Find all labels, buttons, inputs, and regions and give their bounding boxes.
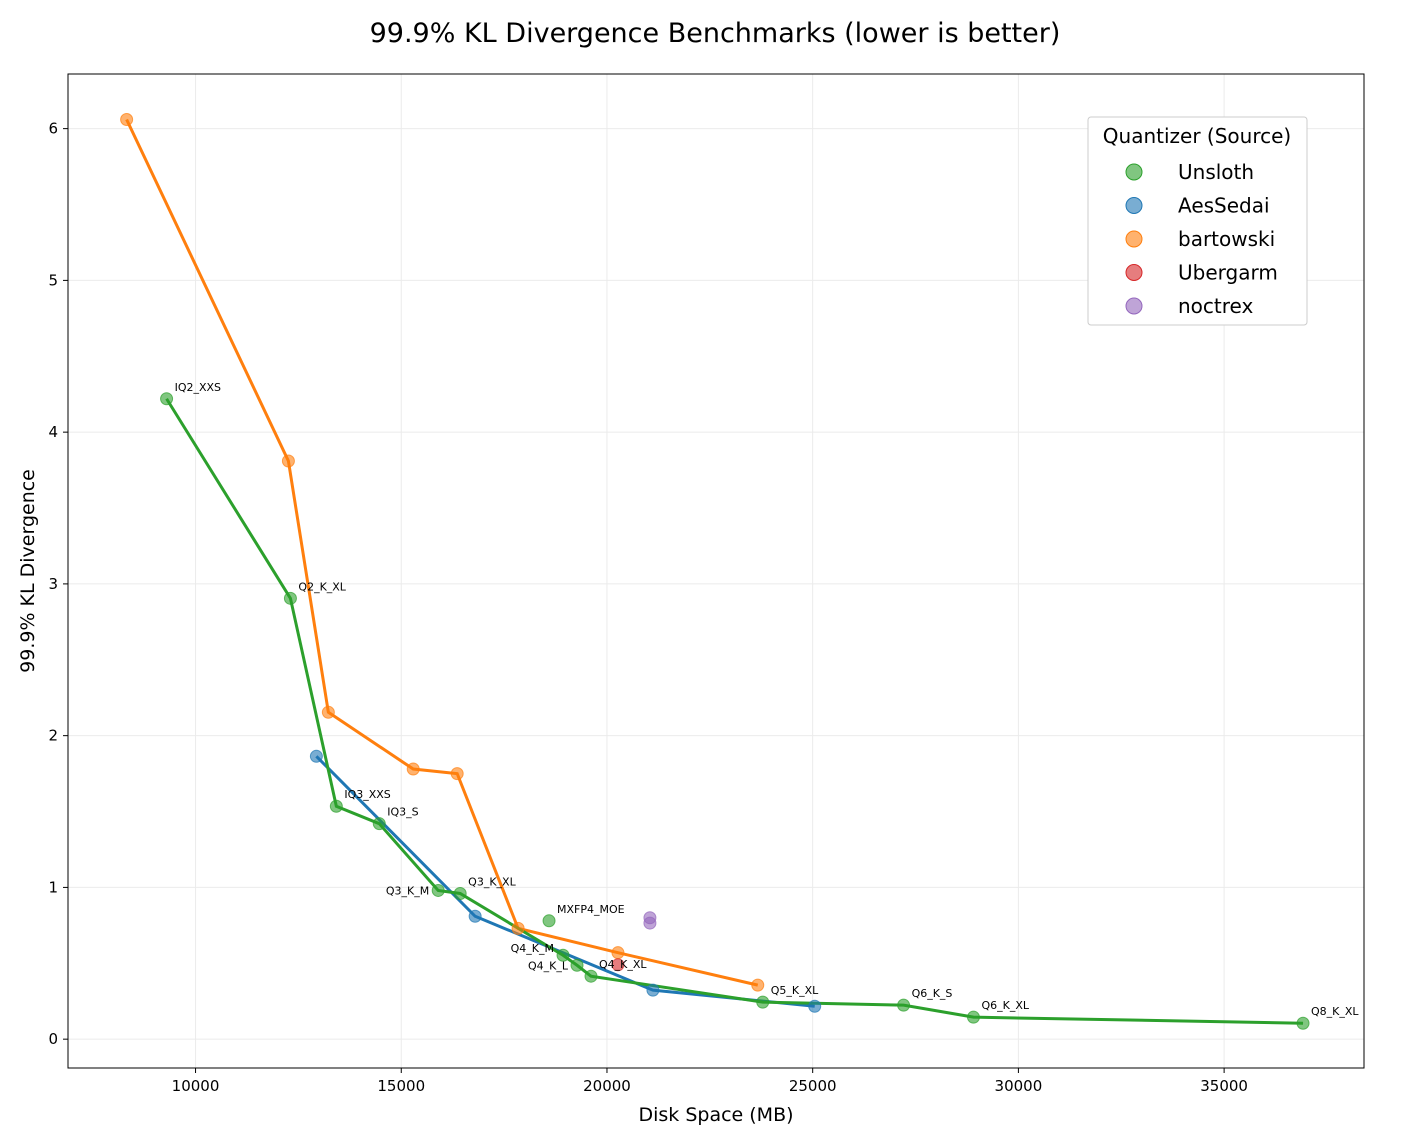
data-point-unsloth: [431, 883, 445, 897]
data-point-unsloth: [1296, 1016, 1310, 1030]
x-tick-label: 10000: [172, 1077, 220, 1095]
y-tick-label: 6: [48, 120, 58, 138]
data-point-unsloth: [542, 914, 556, 928]
point-label: Q3_K_XL: [468, 875, 516, 888]
point-label: Q3_K_M: [386, 884, 429, 897]
point-label: Q8_K_XL: [1311, 1005, 1359, 1018]
point-label: Q2_K_XL: [298, 580, 346, 593]
point-label: Q4_K_M: [511, 942, 554, 955]
data-point-unsloth: [329, 799, 343, 813]
data-point-bartowski: [406, 762, 420, 776]
data-point-unsloth: [570, 958, 584, 972]
plot-frame: [67, 73, 1365, 1069]
data-point-unsloth: [556, 948, 570, 962]
legend-label: bartowski: [1178, 227, 1275, 251]
data-point-bartowski: [511, 921, 525, 935]
series-line-unsloth: [165, 397, 1304, 1025]
legend-label: AesSedai: [1178, 194, 1270, 218]
series-line-bartowski: [125, 118, 759, 987]
data-point-ubergarm: [611, 958, 625, 972]
y-axis-label: 99.9% KL Divergence: [17, 469, 39, 673]
legend-marker-unsloth: [1125, 163, 1143, 181]
data-point-aessedai: [646, 983, 660, 997]
point-label: Q4_K_XL: [599, 958, 647, 971]
x-tick-label: 25000: [789, 1077, 837, 1095]
point-label: Q4_K_L: [528, 959, 569, 972]
data-point-aessedai: [309, 749, 323, 763]
data-point-unsloth: [160, 392, 174, 406]
data-point-unsloth: [453, 886, 467, 900]
legend: Quantizer (Source) Unsloth AesSedai bartows…: [1087, 116, 1308, 326]
legend-marker-aessedai: [1125, 197, 1143, 214]
y-tick-label: 4: [48, 423, 58, 441]
data-point-unsloth: [283, 591, 297, 605]
legend-label: noctrex: [1178, 294, 1253, 318]
x-axis-label: Disk Space (MB): [638, 1104, 793, 1126]
y-tick-label: 0: [48, 1030, 58, 1048]
y-tick-label: 5: [48, 271, 58, 289]
x-tick-label: 35000: [1200, 1077, 1248, 1095]
y-tick-label: 1: [48, 878, 58, 896]
legend-title: Quantizer (Source): [1103, 124, 1291, 148]
data-point-noctrex: [643, 916, 657, 930]
data-point-unsloth: [897, 998, 911, 1012]
y-tick-label: 3: [48, 575, 58, 593]
data-point-bartowski: [281, 454, 295, 468]
data-point-unsloth: [372, 817, 386, 831]
legend-box: [1087, 116, 1308, 326]
legend-label: Unsloth: [1178, 160, 1254, 184]
y-tick-label: 2: [48, 727, 58, 745]
data-point-unsloth: [756, 995, 770, 1009]
data-point-unsloth: [584, 969, 598, 983]
data-point-bartowski: [450, 767, 464, 781]
x-tick-label: 15000: [377, 1077, 425, 1095]
data-point-unsloth: [966, 1010, 980, 1024]
legend-marker-noctrex: [1125, 297, 1143, 315]
legend-marker-bartowski: [1125, 230, 1143, 248]
chart-title: 99.9% KL Divergence Benchmarks (lower is…: [370, 18, 1061, 49]
x-tick-label: 30000: [995, 1077, 1043, 1095]
x-tick-label: 20000: [583, 1077, 631, 1095]
point-label: IQ3_XXS: [344, 788, 390, 801]
legend-label: Ubergarm: [1178, 261, 1278, 285]
data-point-aessedai: [808, 999, 822, 1013]
point-label: IQ3_S: [387, 806, 418, 819]
point-label: Q6_K_S: [912, 987, 953, 1000]
data-point-bartowski: [751, 978, 765, 992]
data-point-bartowski: [120, 113, 134, 127]
data-point-bartowski: [321, 705, 335, 719]
point-label: Q6_K_XL: [981, 999, 1029, 1012]
point-label: IQ2_XXS: [175, 381, 221, 394]
point-label: Q5_K_XL: [771, 984, 819, 997]
point-label: MXFP4_MOE: [557, 903, 625, 916]
data-point-aessedai: [468, 909, 482, 923]
legend-marker-ubergarm: [1125, 264, 1143, 281]
data-point-bartowski: [611, 946, 625, 960]
